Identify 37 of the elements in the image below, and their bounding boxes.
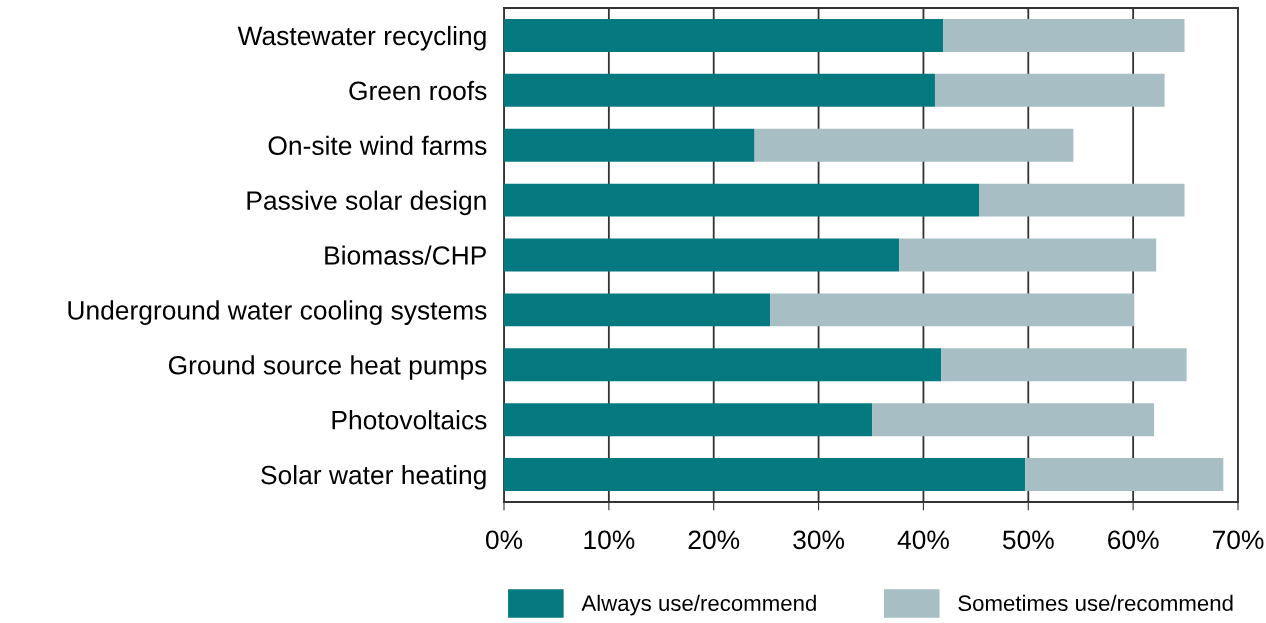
legend-label: Always use/recommend bbox=[581, 594, 816, 616]
bar bbox=[504, 238, 900, 272]
x-tick-label: 30% bbox=[793, 530, 845, 550]
bar bbox=[504, 458, 1026, 492]
bar bbox=[504, 73, 935, 107]
x-tick-label: 40% bbox=[897, 530, 949, 550]
bar bbox=[504, 348, 942, 382]
y-tick-label: Green roofs bbox=[349, 80, 487, 101]
y-tick-label: Biomass/CHP bbox=[325, 245, 486, 265]
y-tick-label: Underground water cooling systems bbox=[68, 300, 487, 325]
y-tick-label: Solar water heating bbox=[261, 464, 486, 490]
bar bbox=[754, 128, 1074, 162]
bar bbox=[770, 293, 1135, 327]
bar bbox=[943, 18, 1185, 52]
y-tick-label: Photovoltaics bbox=[332, 410, 487, 430]
y-tick-label: Ground source heat pumps bbox=[168, 355, 487, 380]
bar bbox=[872, 403, 1155, 437]
bar bbox=[504, 293, 771, 327]
bar bbox=[504, 18, 944, 52]
bar bbox=[1025, 458, 1224, 492]
bar bbox=[504, 403, 873, 437]
x-tick-label: 0% bbox=[485, 530, 523, 550]
x-tick-label: 10% bbox=[584, 530, 635, 550]
bar bbox=[899, 238, 1157, 272]
bar bbox=[934, 73, 1165, 107]
x-tick-label: 60% bbox=[1108, 530, 1159, 550]
bar bbox=[979, 183, 1185, 217]
bar bbox=[504, 183, 979, 217]
x-tick-label: 70% bbox=[1212, 530, 1264, 550]
bar bbox=[941, 348, 1187, 382]
bar bbox=[504, 128, 755, 162]
x-tick-label: 50% bbox=[1002, 530, 1054, 550]
y-tick-label: On-site wind farms bbox=[268, 135, 487, 156]
y-tick-label: Wastewater recycling bbox=[237, 25, 486, 51]
legend-label: Sometimes use/recommend bbox=[958, 594, 1233, 612]
y-tick-label: Passive solar design bbox=[247, 190, 486, 216]
x-tick-label: 20% bbox=[688, 530, 740, 550]
